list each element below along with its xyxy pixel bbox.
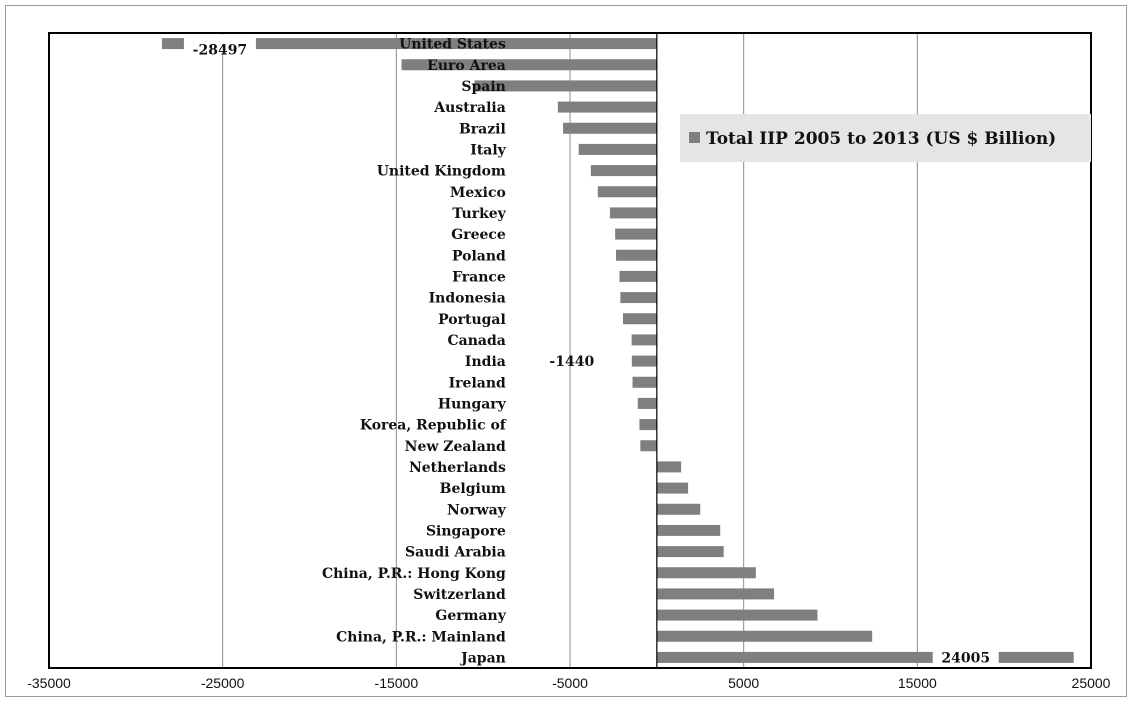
bar: [637, 397, 657, 409]
bar: [656, 651, 1074, 663]
category-label: Germany: [435, 608, 506, 624]
bar: [597, 186, 657, 198]
category-label: Switzerland: [413, 587, 506, 603]
category-label: Italy: [470, 142, 506, 158]
bar: [656, 567, 756, 579]
category-label: Turkey: [452, 206, 506, 222]
data-labels: -28497 -1440 24005: [183, 34, 999, 667]
category-label: Korea, Republic of: [360, 418, 507, 434]
bar: [619, 270, 657, 282]
bar: [656, 461, 682, 473]
category-labels: United States Euro Area Spain Australia Braz…: [322, 37, 507, 667]
bar: [615, 228, 657, 240]
bar: [639, 419, 657, 431]
category-label: United Kingdom: [377, 164, 506, 180]
category-label: Greece: [451, 227, 506, 243]
bar: [590, 165, 657, 177]
category-label: Norway: [447, 502, 507, 518]
category-label: Netherlands: [409, 460, 506, 476]
category-label: Belgium: [440, 481, 506, 497]
legend-label: Total IIP 2005 to 2013 (US $ Billion): [706, 129, 1056, 149]
category-label: Saudi Arabia: [405, 545, 506, 561]
category-label: Portugal: [438, 312, 506, 328]
bar-chart: United States Euro Area Spain Australia Braz…: [27, 32, 1111, 691]
category-label: Spain: [461, 79, 505, 95]
category-label: Japan: [459, 650, 506, 666]
chart-frame: United States Euro Area Spain Australia Braz…: [5, 5, 1127, 697]
data-label: -1440: [549, 354, 594, 370]
category-label: Singapore: [426, 523, 506, 539]
bars: [161, 33, 1074, 668]
category-label: China, P.R.: Hong Kong: [322, 566, 506, 582]
bar: [632, 376, 657, 388]
bar: [401, 59, 657, 71]
bar: [656, 482, 689, 494]
plot-area-border: [48, 32, 1092, 669]
bar: [474, 80, 657, 92]
x-tick-label: 15000: [898, 675, 937, 691]
bar: [656, 588, 775, 600]
data-label-background: [183, 34, 256, 53]
category-label: Canada: [448, 333, 506, 349]
x-axis-tick-labels: -35000 -25000 -15000 -5000 5000 15000 25000: [27, 675, 1110, 691]
data-label: -28497: [193, 43, 248, 59]
bar: [656, 630, 873, 642]
legend-box: [680, 114, 1091, 162]
category-label: China, P.R.: Mainland: [336, 629, 506, 645]
bar: [631, 334, 657, 346]
bar: [656, 609, 818, 621]
legend-swatch: [689, 132, 700, 143]
bar: [622, 313, 657, 325]
bar: [620, 292, 657, 304]
bar: [563, 122, 657, 134]
bar: [640, 440, 657, 452]
bar: [557, 101, 657, 113]
category-label: Australia: [433, 100, 506, 116]
category-label: Hungary: [438, 396, 507, 412]
bar: [609, 207, 657, 219]
bar: [161, 38, 657, 50]
legend: Total IIP 2005 to 2013 (US $ Billion): [680, 114, 1091, 162]
bar: [631, 355, 657, 367]
x-tick-label: -5000: [552, 675, 588, 691]
category-label: New Zealand: [405, 439, 506, 455]
category-label: Euro Area: [427, 58, 506, 74]
x-tick-label: 25000: [1072, 675, 1111, 691]
category-label: Mexico: [450, 185, 506, 201]
x-tick-label: -35000: [27, 675, 71, 691]
bar: [656, 503, 701, 515]
data-label-background: [932, 648, 999, 667]
category-label: India: [465, 354, 506, 370]
bar: [616, 249, 657, 261]
x-tick-label: -25000: [201, 675, 245, 691]
category-label: Indonesia: [429, 291, 506, 307]
category-label: France: [452, 269, 506, 285]
bar: [656, 524, 721, 536]
category-label: United States: [399, 37, 506, 53]
x-tick-label: -15000: [375, 675, 419, 691]
category-label: Poland: [452, 248, 506, 264]
data-label: 24005: [941, 650, 990, 666]
bar: [578, 143, 657, 155]
category-label: Brazil: [459, 121, 506, 137]
category-label: Ireland: [449, 375, 506, 391]
x-tick-label: 5000: [728, 675, 759, 691]
bar: [656, 546, 724, 558]
